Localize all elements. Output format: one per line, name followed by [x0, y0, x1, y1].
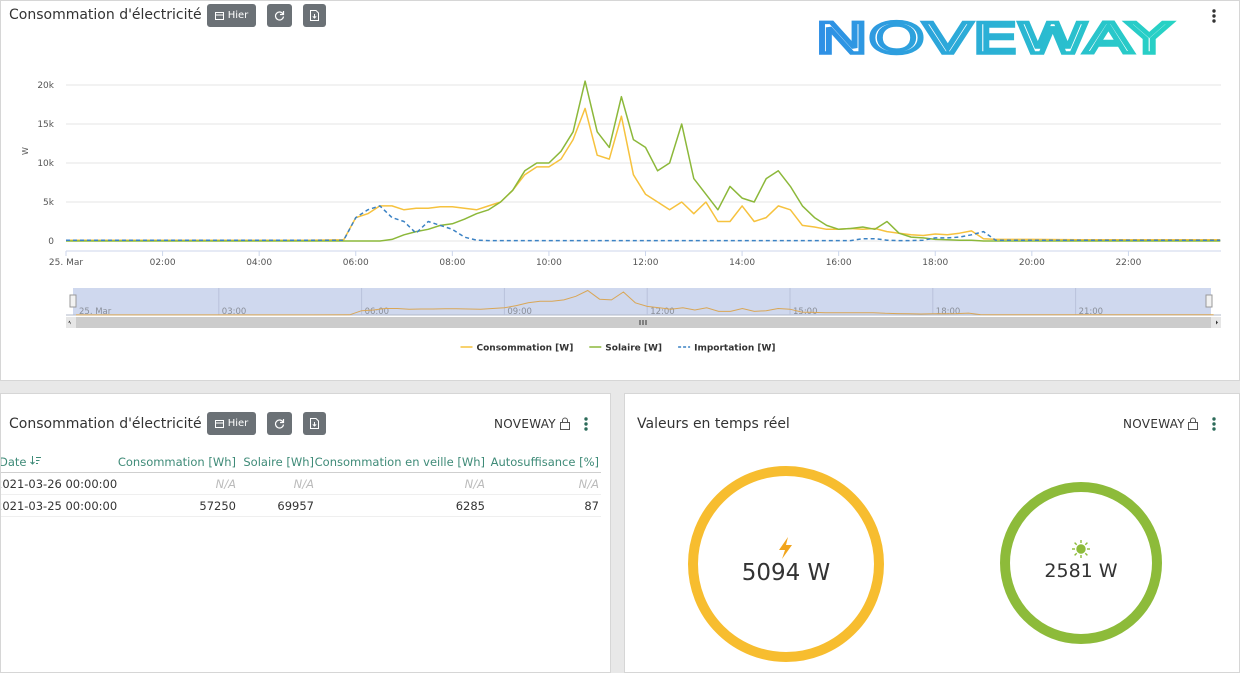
table-cell: 69957: [277, 499, 314, 513]
y-tick-label: 0: [48, 237, 54, 247]
y-tick-label: 20k: [37, 81, 54, 91]
navigator-tick-label: 25. Mar: [79, 307, 112, 317]
table-cell: 87: [584, 499, 599, 513]
x-tick-label: 12:00: [633, 258, 659, 268]
x-tick-label: 22:00: [1115, 258, 1141, 268]
series-line: [66, 107, 1221, 241]
column-header: Consommation [Wh]: [117, 455, 236, 469]
chart: NOVEWAY 0 5k 10k 15k 20k 25. Mar 02:00 04:00 06:…: [21, 9, 1221, 354]
row-divider: [1, 472, 601, 473]
date-button[interactable]: Hier: [207, 4, 256, 27]
navigator-line: [76, 289, 1214, 316]
solar-ring: [1000, 482, 1162, 644]
menu-icon[interactable]: [1212, 9, 1216, 23]
navigator-handle[interactable]: [69, 294, 77, 308]
series-line: [66, 80, 1221, 242]
legend-label: Solaire [W]: [605, 344, 662, 354]
table-cell: N/A: [464, 477, 485, 491]
scroll-left: [68, 320, 71, 325]
legend-item[interactable]: Solaire [W]: [589, 344, 662, 354]
button-label: Hier: [227, 418, 249, 429]
button-label: Hier: [227, 10, 249, 21]
sun-icon: [1072, 540, 1090, 558]
export-icon: [310, 418, 319, 429]
series-line: [66, 205, 1221, 242]
refresh-button[interactable]: [267, 412, 292, 435]
column-header: Solaire [Wh]: [243, 455, 314, 469]
menu-icon[interactable]: [1211, 416, 1217, 432]
navigator-tick-label: 09:00: [507, 307, 532, 317]
navigator-handle[interactable]: [1205, 294, 1213, 308]
navigator-tick-label: 18:00: [936, 307, 961, 317]
table-cell: 2021-03-25 00:00:00: [0, 499, 118, 513]
x-tick-label: 08:00: [439, 258, 465, 268]
solar-value: 2581 W: [1044, 560, 1117, 582]
x-tick-label: 04:00: [246, 258, 272, 268]
data-table: Date Consommation [Wh] Solaire [Wh] Consomm…: [1, 452, 606, 532]
sort-icon: [29, 456, 41, 465]
legend-item[interactable]: Importation [W]: [678, 344, 776, 354]
calendar-icon: [214, 12, 224, 20]
panel-title: Consommation d'électricité: [9, 7, 202, 23]
export-button[interactable]: [303, 4, 326, 27]
refresh-icon: [275, 419, 285, 429]
brand-label: NOVEWAY: [494, 417, 556, 431]
legend-label: Consommation [W]: [477, 344, 574, 354]
date-button[interactable]: Hier: [207, 412, 256, 435]
x-tick-label: 16:00: [826, 258, 852, 268]
brand-label: NOVEWAY: [1123, 417, 1185, 431]
lock-icon[interactable]: [559, 417, 571, 430]
table-cell: N/A: [578, 477, 599, 491]
y-axis-title: W: [21, 147, 30, 155]
column-header: Autosuffisance [%]: [490, 455, 599, 469]
column-header[interactable]: Date: [1, 455, 42, 469]
panel-title: Consommation d'électricité: [9, 416, 202, 432]
y-tick-label: 10k: [37, 159, 54, 169]
y-tick-label: 5k: [43, 198, 55, 208]
table-cell: 57250: [199, 499, 236, 513]
row-divider: [1, 494, 601, 495]
realtime-panel: Valeurs en temps réel NOVEWAY 5094 W 258…: [624, 393, 1240, 673]
table-cell: N/A: [215, 477, 236, 491]
column-header: Consommation en veille [Wh]: [314, 455, 485, 469]
lightning-icon: [779, 537, 792, 559]
consumption-value: 5094 W: [742, 560, 831, 586]
refresh-icon: [275, 11, 285, 21]
x-tick-label: 20:00: [1019, 258, 1045, 268]
export-icon: [310, 10, 319, 21]
calendar-icon: [214, 420, 224, 428]
legend-item[interactable]: Consommation [W]: [460, 344, 574, 354]
navigator-tick-label: 12:00: [650, 307, 675, 317]
table-panel: Consommation d'électricité Hier NOVEWAY …: [0, 393, 611, 673]
x-tick-label: 14:00: [729, 258, 755, 268]
panel-title: Valeurs en temps réel: [637, 416, 790, 432]
x-tick-label: 18:00: [922, 258, 948, 268]
consumption-ring: [688, 466, 884, 662]
navigator-tick-label: 21:00: [1079, 307, 1104, 317]
navigator-tick-label: 03:00: [222, 307, 247, 317]
navigator-background: [73, 288, 1211, 315]
table-cell: 2021-03-26 00:00:00: [0, 477, 118, 491]
x-tick-label: 10:00: [536, 258, 562, 268]
x-tick-label: 02:00: [150, 258, 176, 268]
refresh-button[interactable]: [267, 4, 292, 27]
x-tick-label: 06:00: [343, 258, 369, 268]
chart-panel: NOVEWAY 0 5k 10k 15k 20k 25. Mar 02:00 04:00 06:…: [0, 0, 1240, 381]
navigator-tick-label: 06:00: [365, 307, 390, 317]
row-divider: [1, 516, 601, 517]
x-tick-label: 25. Mar: [49, 258, 83, 268]
lock-icon[interactable]: [1187, 417, 1199, 430]
menu-icon[interactable]: [583, 416, 589, 432]
legend-label: Importation [W]: [694, 344, 775, 354]
gauges: 5094 W 2581 W: [688, 466, 1162, 662]
export-button[interactable]: [303, 412, 326, 435]
table-cell: 6285: [455, 499, 485, 513]
logo: NOVEWAY: [815, 14, 1172, 63]
scroll-right: [1216, 320, 1218, 325]
y-tick-label: 15k: [37, 120, 54, 130]
table-cell: N/A: [293, 477, 314, 491]
